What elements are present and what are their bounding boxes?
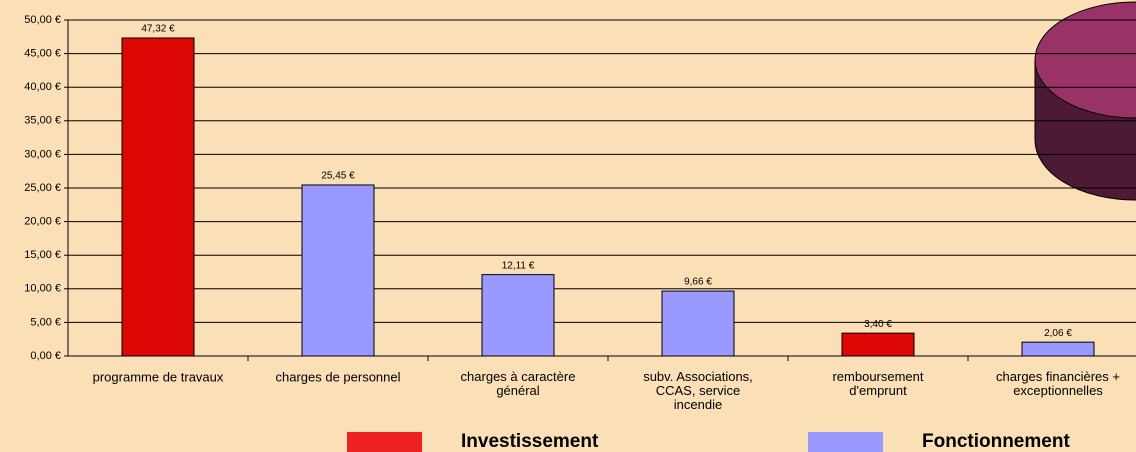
bar [841, 332, 915, 357]
legend-swatch [808, 432, 883, 452]
y-tick-label: 25,00 € [24, 182, 61, 194]
legend-label: Investissement [461, 431, 599, 452]
y-tick-label: 20,00 € [24, 216, 61, 228]
bar [1021, 341, 1095, 357]
y-tick-label: 5,00 € [30, 316, 61, 328]
y-tick-label: 15,00 € [24, 249, 61, 261]
y-tick-label: 40,00 € [24, 81, 61, 93]
legend-label: Fonctionnement [922, 431, 1070, 452]
x-tick-label: charges à caractère général [461, 369, 576, 398]
legend-swatch [347, 432, 422, 452]
y-tick-label: 30,00 € [24, 148, 61, 160]
value-label: 2,06 € [1044, 328, 1072, 339]
y-tick-label: 10,00 € [24, 283, 61, 295]
y-tick-label: 35,00 € [24, 115, 61, 127]
x-tick-label: remboursement d'emprunt [832, 369, 923, 398]
value-label: 47,32 € [141, 24, 175, 35]
bar [481, 274, 555, 357]
x-tick-label: charges de personnel [275, 369, 400, 384]
value-label: 25,45 € [321, 171, 355, 182]
x-tick-label: charges financières + exceptionnelles [996, 369, 1120, 398]
value-label: 3,40 € [864, 319, 892, 330]
pie-decoration [1034, 1, 1136, 201]
value-label: 9,66 € [684, 277, 712, 288]
y-tick-label: 0,00 € [30, 350, 61, 362]
pie-top [1034, 1, 1136, 119]
y-tick-label: 45,00 € [24, 48, 61, 60]
x-tick-label: programme de travaux [93, 369, 224, 384]
x-tick-label: subv. Associations, CCAS, service incendie [643, 369, 753, 412]
y-tick-label: 50,00 € [24, 14, 61, 26]
bar [301, 184, 375, 357]
bar [661, 290, 735, 357]
bar [121, 37, 195, 357]
value-label: 12,11 € [502, 260, 535, 271]
